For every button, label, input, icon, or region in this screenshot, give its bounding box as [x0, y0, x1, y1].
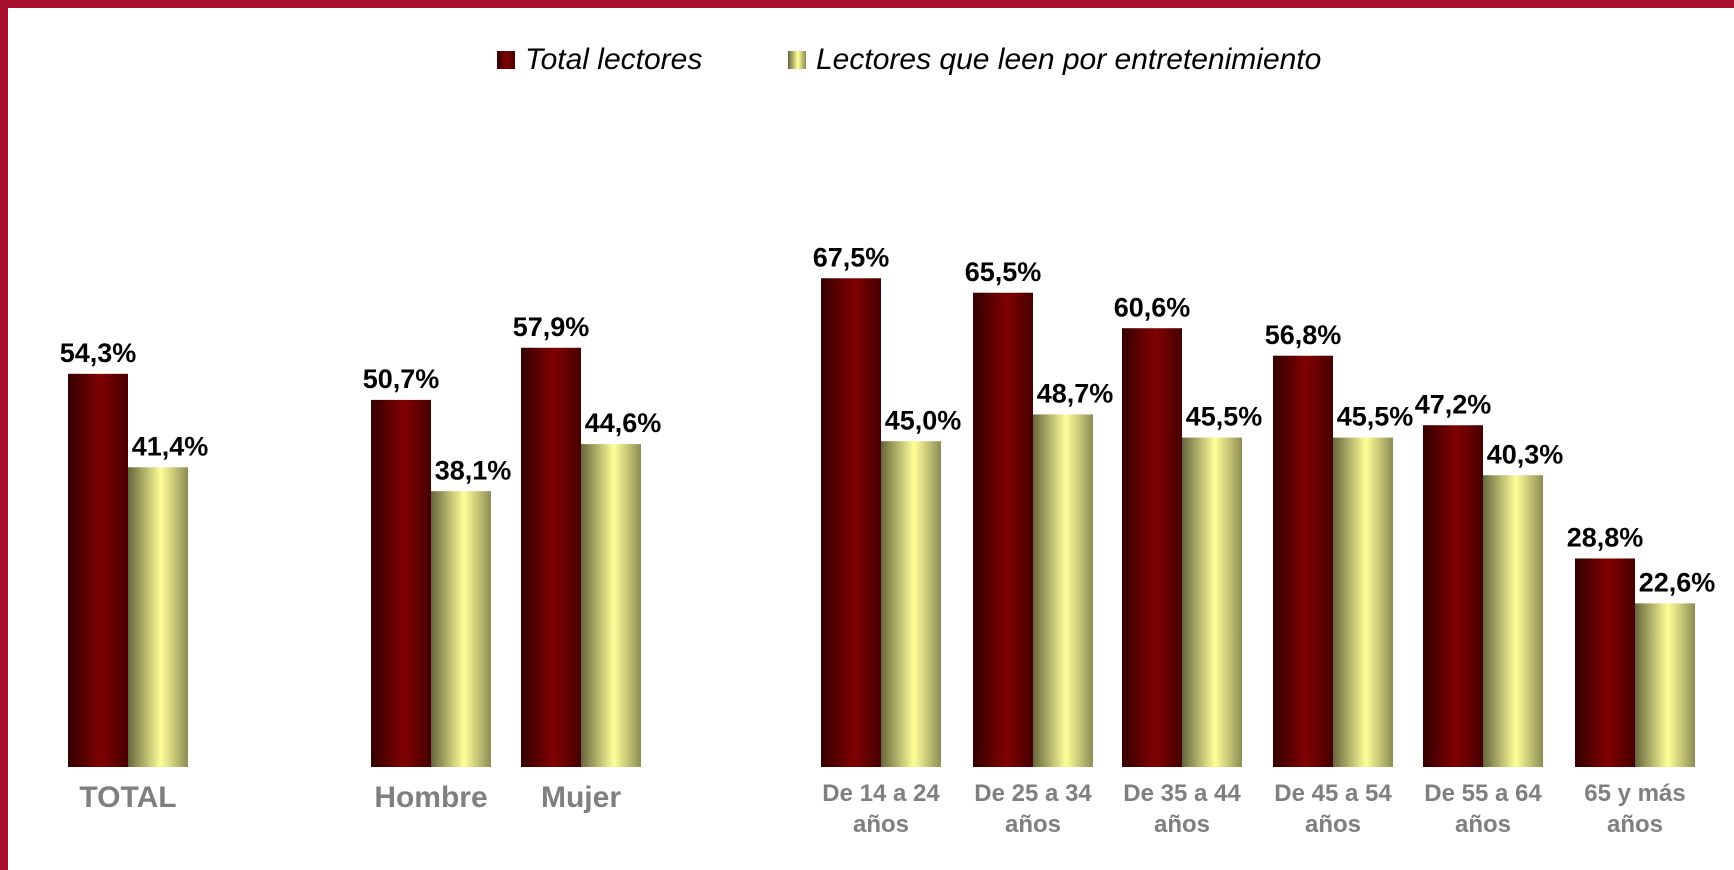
x-tick-label: De 14 a 24 años [822, 780, 940, 838]
bar-shade [128, 467, 188, 767]
value-label: 41,4% [132, 431, 209, 461]
value-label: 60,6% [1114, 292, 1191, 322]
x-tick-label: De 35 a 44 años [1123, 780, 1241, 838]
bar-shade [68, 373, 128, 767]
bar-shade [1575, 558, 1635, 767]
value-label: 50,7% [363, 364, 440, 394]
x-tick-label: 65 y más años [1584, 780, 1686, 838]
bar-shade [371, 399, 431, 767]
value-label: 38,1% [435, 455, 512, 485]
x-tick-label: Hombre [374, 781, 488, 814]
bar-shade [1635, 603, 1695, 767]
legend-label: Lectores que leen por entretenimiento [816, 43, 1321, 76]
bar-shade [1273, 355, 1333, 767]
value-label: 44,6% [585, 408, 662, 438]
bar-shade [1033, 414, 1093, 767]
bar-shade [821, 278, 881, 767]
bar-shade [973, 292, 1033, 767]
bar-shade [1483, 475, 1543, 767]
value-label: 48,7% [1037, 379, 1114, 409]
bar-shade [521, 347, 581, 767]
value-label: 45,5% [1337, 402, 1414, 432]
bar-shade [431, 491, 491, 767]
bar-shade [1333, 437, 1393, 767]
value-label: 65,5% [965, 257, 1042, 287]
value-label: 57,9% [513, 312, 590, 342]
x-tick-label: De 25 a 34 años [974, 780, 1092, 838]
x-tick-label: Mujer [540, 781, 621, 814]
x-tick-label: TOTAL [79, 781, 177, 814]
value-label: 40,3% [1487, 439, 1564, 469]
bar-shade [881, 441, 941, 767]
legend-label: Total lectores [525, 43, 702, 76]
value-label: 22,6% [1639, 568, 1716, 598]
legend-swatch-shade [497, 51, 515, 69]
value-label: 47,2% [1415, 389, 1492, 419]
value-label: 45,0% [885, 405, 962, 435]
bar-shade [1182, 437, 1242, 767]
x-tick-label: De 55 a 64 años [1424, 780, 1542, 838]
value-label: 67,5% [813, 242, 890, 272]
bar-shade [1122, 328, 1182, 767]
value-label: 28,8% [1567, 523, 1644, 553]
bar-shade [581, 444, 641, 767]
value-label: 45,5% [1186, 402, 1263, 432]
legend-swatch-shade [788, 51, 806, 69]
value-label: 56,8% [1265, 320, 1342, 350]
x-tick-label: De 45 a 54 años [1274, 780, 1392, 838]
bar-shade [1423, 425, 1483, 767]
value-label: 54,3% [60, 338, 137, 368]
